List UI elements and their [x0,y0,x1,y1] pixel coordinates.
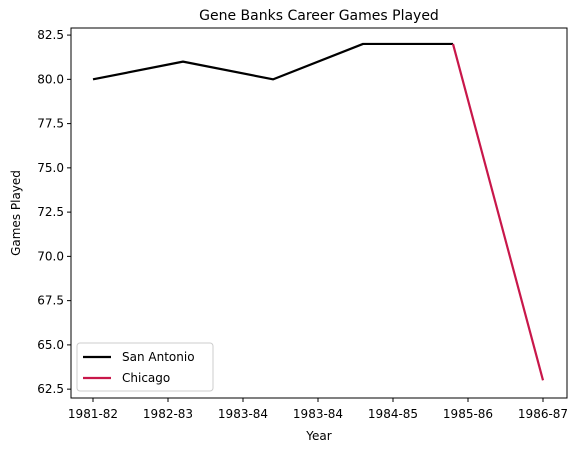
x-tick-label: 1983-84 [293,407,343,421]
y-axis-ticks: 62.5 65.0 67.5 70.0 72.5 75.0 77.5 80.0 82.5 [37,28,71,396]
x-tick-label: 1985-86 [443,407,493,421]
y-tick-label: 67.5 [37,294,64,308]
y-tick-label: 75.0 [37,161,64,175]
x-tick-label: 1982-83 [143,407,193,421]
chart-title: Gene Banks Career Games Played [199,8,439,24]
y-axis-title: Games Played [9,170,23,256]
y-tick-label: 77.5 [37,117,64,131]
series-line-chicago [451,43,545,381]
y-tick-label: 65.0 [37,338,64,352]
x-tick-label: 1981-82 [68,407,118,421]
x-tick-label: 1986-87 [518,407,568,421]
y-tick-label: 72.5 [37,205,64,219]
legend-label: Chicago [122,371,170,385]
legend-label: San Antonio [122,350,195,364]
series-lines [92,42,545,381]
y-tick-label: 82.5 [37,28,64,42]
y-tick-label: 62.5 [37,382,64,396]
plot-area-frame [70,27,568,399]
legend: San Antonio Chicago [76,342,214,392]
y-tick-label: 70.0 [37,249,64,263]
x-tick-label: 1984-85 [368,407,418,421]
y-tick-label: 80.0 [37,72,64,86]
x-tick-label: 1983-84 [218,407,268,421]
x-axis-title: Year [305,429,331,443]
series-line-san-antonio [92,42,453,81]
x-axis-ticks: 1981-82 1982-83 1983-84 1983-84 1984-85 1985-… [68,398,568,421]
